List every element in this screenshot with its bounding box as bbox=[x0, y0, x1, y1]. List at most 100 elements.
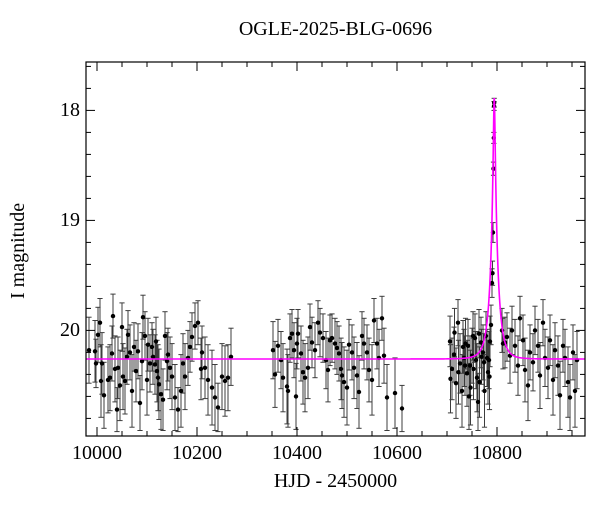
data-point bbox=[122, 378, 128, 384]
data-point bbox=[287, 335, 293, 341]
data-point bbox=[384, 395, 390, 400]
data-point bbox=[522, 367, 528, 373]
data-point bbox=[349, 350, 355, 355]
data-point bbox=[361, 341, 367, 346]
data-point bbox=[530, 360, 536, 365]
data-point bbox=[199, 350, 205, 355]
data-point bbox=[332, 341, 338, 346]
x-tick-label-10800: 10800 bbox=[472, 442, 522, 464]
data-point bbox=[300, 370, 306, 375]
data-point bbox=[509, 328, 515, 333]
data-point bbox=[167, 365, 173, 370]
data-point bbox=[215, 405, 221, 410]
data-point bbox=[272, 372, 278, 377]
data-point bbox=[189, 334, 195, 340]
data-point bbox=[172, 395, 178, 400]
data-point bbox=[295, 331, 301, 336]
data-point bbox=[485, 370, 491, 375]
data-point bbox=[219, 374, 225, 379]
data-point bbox=[270, 348, 276, 353]
data-point bbox=[275, 343, 281, 348]
data-point bbox=[158, 392, 164, 397]
data-points bbox=[86, 100, 580, 412]
data-point bbox=[468, 385, 473, 390]
data-point bbox=[550, 377, 556, 383]
data-point bbox=[517, 316, 523, 321]
data-point bbox=[371, 318, 377, 323]
data-point bbox=[86, 348, 92, 353]
data-point bbox=[451, 352, 457, 357]
x-axis-label: HJD - 2450000 bbox=[273, 470, 398, 492]
data-point bbox=[135, 349, 141, 354]
data-point bbox=[307, 324, 313, 330]
data-point bbox=[131, 344, 137, 350]
data-point bbox=[302, 375, 308, 380]
data-point bbox=[399, 406, 405, 411]
data-point bbox=[284, 384, 290, 389]
data-point bbox=[475, 399, 481, 405]
y-tick-label-20: 20 bbox=[60, 319, 80, 341]
data-point bbox=[109, 351, 115, 356]
data-point bbox=[153, 339, 159, 344]
model-curve bbox=[86, 97, 585, 360]
chart-title: OGLE-2025-BLG-0696 bbox=[238, 18, 433, 40]
data-point bbox=[228, 354, 234, 359]
data-point bbox=[329, 335, 335, 341]
data-point bbox=[152, 362, 158, 367]
data-point bbox=[356, 389, 362, 395]
data-point bbox=[115, 365, 121, 370]
data-point bbox=[147, 361, 153, 366]
data-point bbox=[489, 280, 495, 286]
data-point bbox=[325, 367, 331, 373]
data-point bbox=[124, 354, 130, 359]
data-point bbox=[320, 335, 326, 341]
data-point bbox=[359, 333, 365, 339]
y-tick-label-19: 19 bbox=[60, 209, 80, 231]
data-point bbox=[309, 340, 315, 345]
data-point bbox=[305, 365, 311, 370]
data-point bbox=[212, 395, 218, 400]
data-point bbox=[448, 376, 453, 381]
data-point bbox=[557, 393, 563, 398]
data-point bbox=[504, 334, 510, 340]
data-point bbox=[490, 271, 495, 276]
data-point bbox=[192, 323, 198, 329]
data-point bbox=[477, 379, 482, 385]
data-point bbox=[127, 350, 133, 355]
data-point bbox=[99, 361, 105, 366]
data-point bbox=[209, 385, 215, 390]
data-point bbox=[474, 375, 480, 380]
data-point bbox=[344, 385, 350, 390]
data-point bbox=[560, 343, 566, 348]
data-point bbox=[392, 390, 398, 396]
data-point bbox=[280, 375, 286, 380]
data-point bbox=[125, 332, 131, 337]
data-point bbox=[462, 363, 468, 368]
data-point bbox=[162, 333, 168, 339]
data-point bbox=[354, 373, 360, 378]
data-point bbox=[346, 342, 352, 347]
data-point bbox=[97, 320, 103, 325]
data-point bbox=[488, 322, 494, 328]
data-point bbox=[366, 367, 372, 373]
data-point bbox=[478, 340, 484, 345]
data-point bbox=[525, 383, 531, 388]
data-point bbox=[120, 374, 126, 379]
data-point bbox=[137, 400, 143, 406]
data-point bbox=[351, 365, 357, 370]
data-point bbox=[449, 366, 455, 372]
y-tick-label-18: 18 bbox=[60, 99, 80, 121]
data-point bbox=[480, 350, 486, 355]
data-point bbox=[225, 375, 231, 380]
data-point bbox=[133, 368, 139, 374]
data-point bbox=[129, 388, 135, 394]
data-point bbox=[182, 374, 188, 379]
data-point bbox=[473, 357, 479, 363]
data-point bbox=[312, 348, 318, 353]
data-point bbox=[447, 339, 453, 344]
data-point bbox=[222, 378, 228, 384]
data-point bbox=[464, 371, 470, 376]
data-point bbox=[175, 407, 181, 412]
data-point bbox=[476, 331, 482, 336]
data-point bbox=[471, 366, 476, 372]
